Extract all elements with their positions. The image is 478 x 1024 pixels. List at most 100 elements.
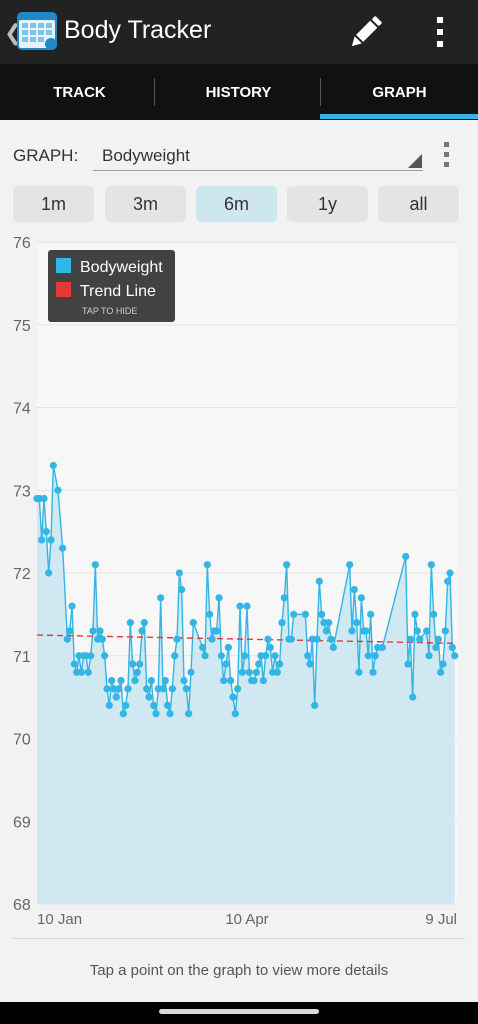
calendar-icon[interactable]: [15, 10, 59, 52]
chart-legend[interactable]: [48, 250, 175, 322]
data-point[interactable]: [241, 652, 249, 660]
home-handle[interactable]: [159, 1009, 319, 1014]
data-point[interactable]: [243, 602, 251, 610]
range-6m-button[interactable]: 6m: [196, 186, 277, 222]
data-point[interactable]: [208, 635, 216, 643]
data-point[interactable]: [112, 693, 120, 701]
data-point[interactable]: [409, 693, 417, 701]
data-point[interactable]: [189, 619, 197, 627]
tab-history[interactable]: HISTORY: [205, 83, 272, 101]
data-point[interactable]: [278, 619, 286, 627]
data-point[interactable]: [404, 660, 412, 668]
data-point[interactable]: [367, 610, 375, 618]
data-point[interactable]: [119, 710, 127, 718]
data-point[interactable]: [138, 627, 146, 635]
data-point[interactable]: [140, 619, 148, 627]
data-point[interactable]: [187, 668, 195, 676]
data-point[interactable]: [215, 594, 223, 602]
data-point[interactable]: [413, 627, 421, 635]
range-1m-button[interactable]: 1m: [13, 186, 94, 222]
data-point[interactable]: [143, 685, 151, 693]
data-point[interactable]: [329, 643, 337, 652]
data-point[interactable]: [318, 610, 326, 618]
data-point[interactable]: [346, 561, 354, 569]
data-point[interactable]: [136, 660, 144, 668]
data-point[interactable]: [217, 652, 225, 660]
data-point[interactable]: [304, 652, 312, 660]
data-point[interactable]: [444, 577, 452, 585]
data-point[interactable]: [432, 643, 440, 652]
data-point[interactable]: [350, 585, 358, 594]
data-point[interactable]: [84, 668, 92, 676]
data-point[interactable]: [206, 610, 214, 618]
data-point[interactable]: [427, 561, 435, 569]
data-point[interactable]: [185, 710, 193, 718]
data-point[interactable]: [364, 652, 372, 660]
data-point[interactable]: [220, 676, 228, 685]
data-point[interactable]: [66, 627, 74, 635]
data-point[interactable]: [313, 635, 321, 643]
range-all-button[interactable]: all: [378, 186, 459, 222]
data-point[interactable]: [425, 652, 433, 660]
data-point[interactable]: [147, 676, 155, 685]
data-point[interactable]: [164, 701, 172, 710]
data-point[interactable]: [369, 668, 377, 676]
data-point[interactable]: [434, 635, 442, 643]
data-point[interactable]: [266, 643, 274, 652]
data-point[interactable]: [54, 486, 62, 494]
data-point[interactable]: [448, 643, 456, 652]
data-point[interactable]: [182, 685, 190, 693]
data-point[interactable]: [91, 561, 99, 569]
data-point[interactable]: [231, 710, 239, 718]
data-point[interactable]: [101, 652, 109, 660]
data-point[interactable]: [441, 627, 449, 635]
data-point[interactable]: [283, 561, 291, 569]
data-point[interactable]: [437, 668, 445, 676]
pencil-icon[interactable]: [346, 12, 386, 52]
data-point[interactable]: [108, 676, 116, 685]
data-point[interactable]: [166, 710, 174, 718]
data-point[interactable]: [63, 635, 71, 643]
data-point[interactable]: [222, 660, 230, 668]
data-point[interactable]: [355, 668, 363, 676]
data-point[interactable]: [273, 668, 281, 676]
data-point[interactable]: [357, 594, 365, 602]
data-point[interactable]: [348, 627, 356, 635]
data-point[interactable]: [178, 585, 186, 594]
data-point[interactable]: [70, 660, 78, 668]
bodyweight-chart[interactable]: 76 75 74 73 72 71 70 69 68 10 Jan 10 Apr 9 Jul Bodyw…: [0, 230, 478, 930]
data-point[interactable]: [89, 627, 97, 635]
data-point[interactable]: [150, 701, 158, 710]
data-point[interactable]: [411, 610, 419, 618]
data-point[interactable]: [47, 536, 55, 544]
data-point[interactable]: [315, 577, 323, 585]
data-point[interactable]: [45, 569, 53, 577]
data-point[interactable]: [152, 710, 160, 718]
data-point[interactable]: [301, 610, 309, 618]
data-point[interactable]: [250, 676, 258, 685]
data-point[interactable]: [98, 635, 106, 643]
data-point[interactable]: [117, 676, 125, 685]
data-point[interactable]: [157, 594, 165, 602]
data-point[interactable]: [87, 652, 95, 660]
data-point[interactable]: [38, 536, 46, 544]
data-point[interactable]: [322, 627, 330, 635]
data-point[interactable]: [290, 610, 298, 618]
data-point[interactable]: [77, 668, 85, 676]
data-point[interactable]: [168, 685, 176, 693]
data-point[interactable]: [68, 602, 76, 610]
data-point[interactable]: [236, 602, 244, 610]
data-point[interactable]: [126, 619, 134, 627]
data-point[interactable]: [234, 685, 242, 693]
range-1y-button[interactable]: 1y: [287, 186, 368, 222]
graph-options-icon[interactable]: [436, 140, 456, 170]
data-point[interactable]: [42, 528, 50, 536]
data-point[interactable]: [238, 668, 246, 676]
data-point[interactable]: [406, 635, 414, 643]
data-point[interactable]: [423, 627, 431, 635]
data-point[interactable]: [161, 676, 169, 685]
data-point[interactable]: [171, 652, 179, 660]
data-point[interactable]: [175, 569, 183, 577]
data-point[interactable]: [287, 635, 295, 643]
data-point[interactable]: [159, 685, 167, 693]
